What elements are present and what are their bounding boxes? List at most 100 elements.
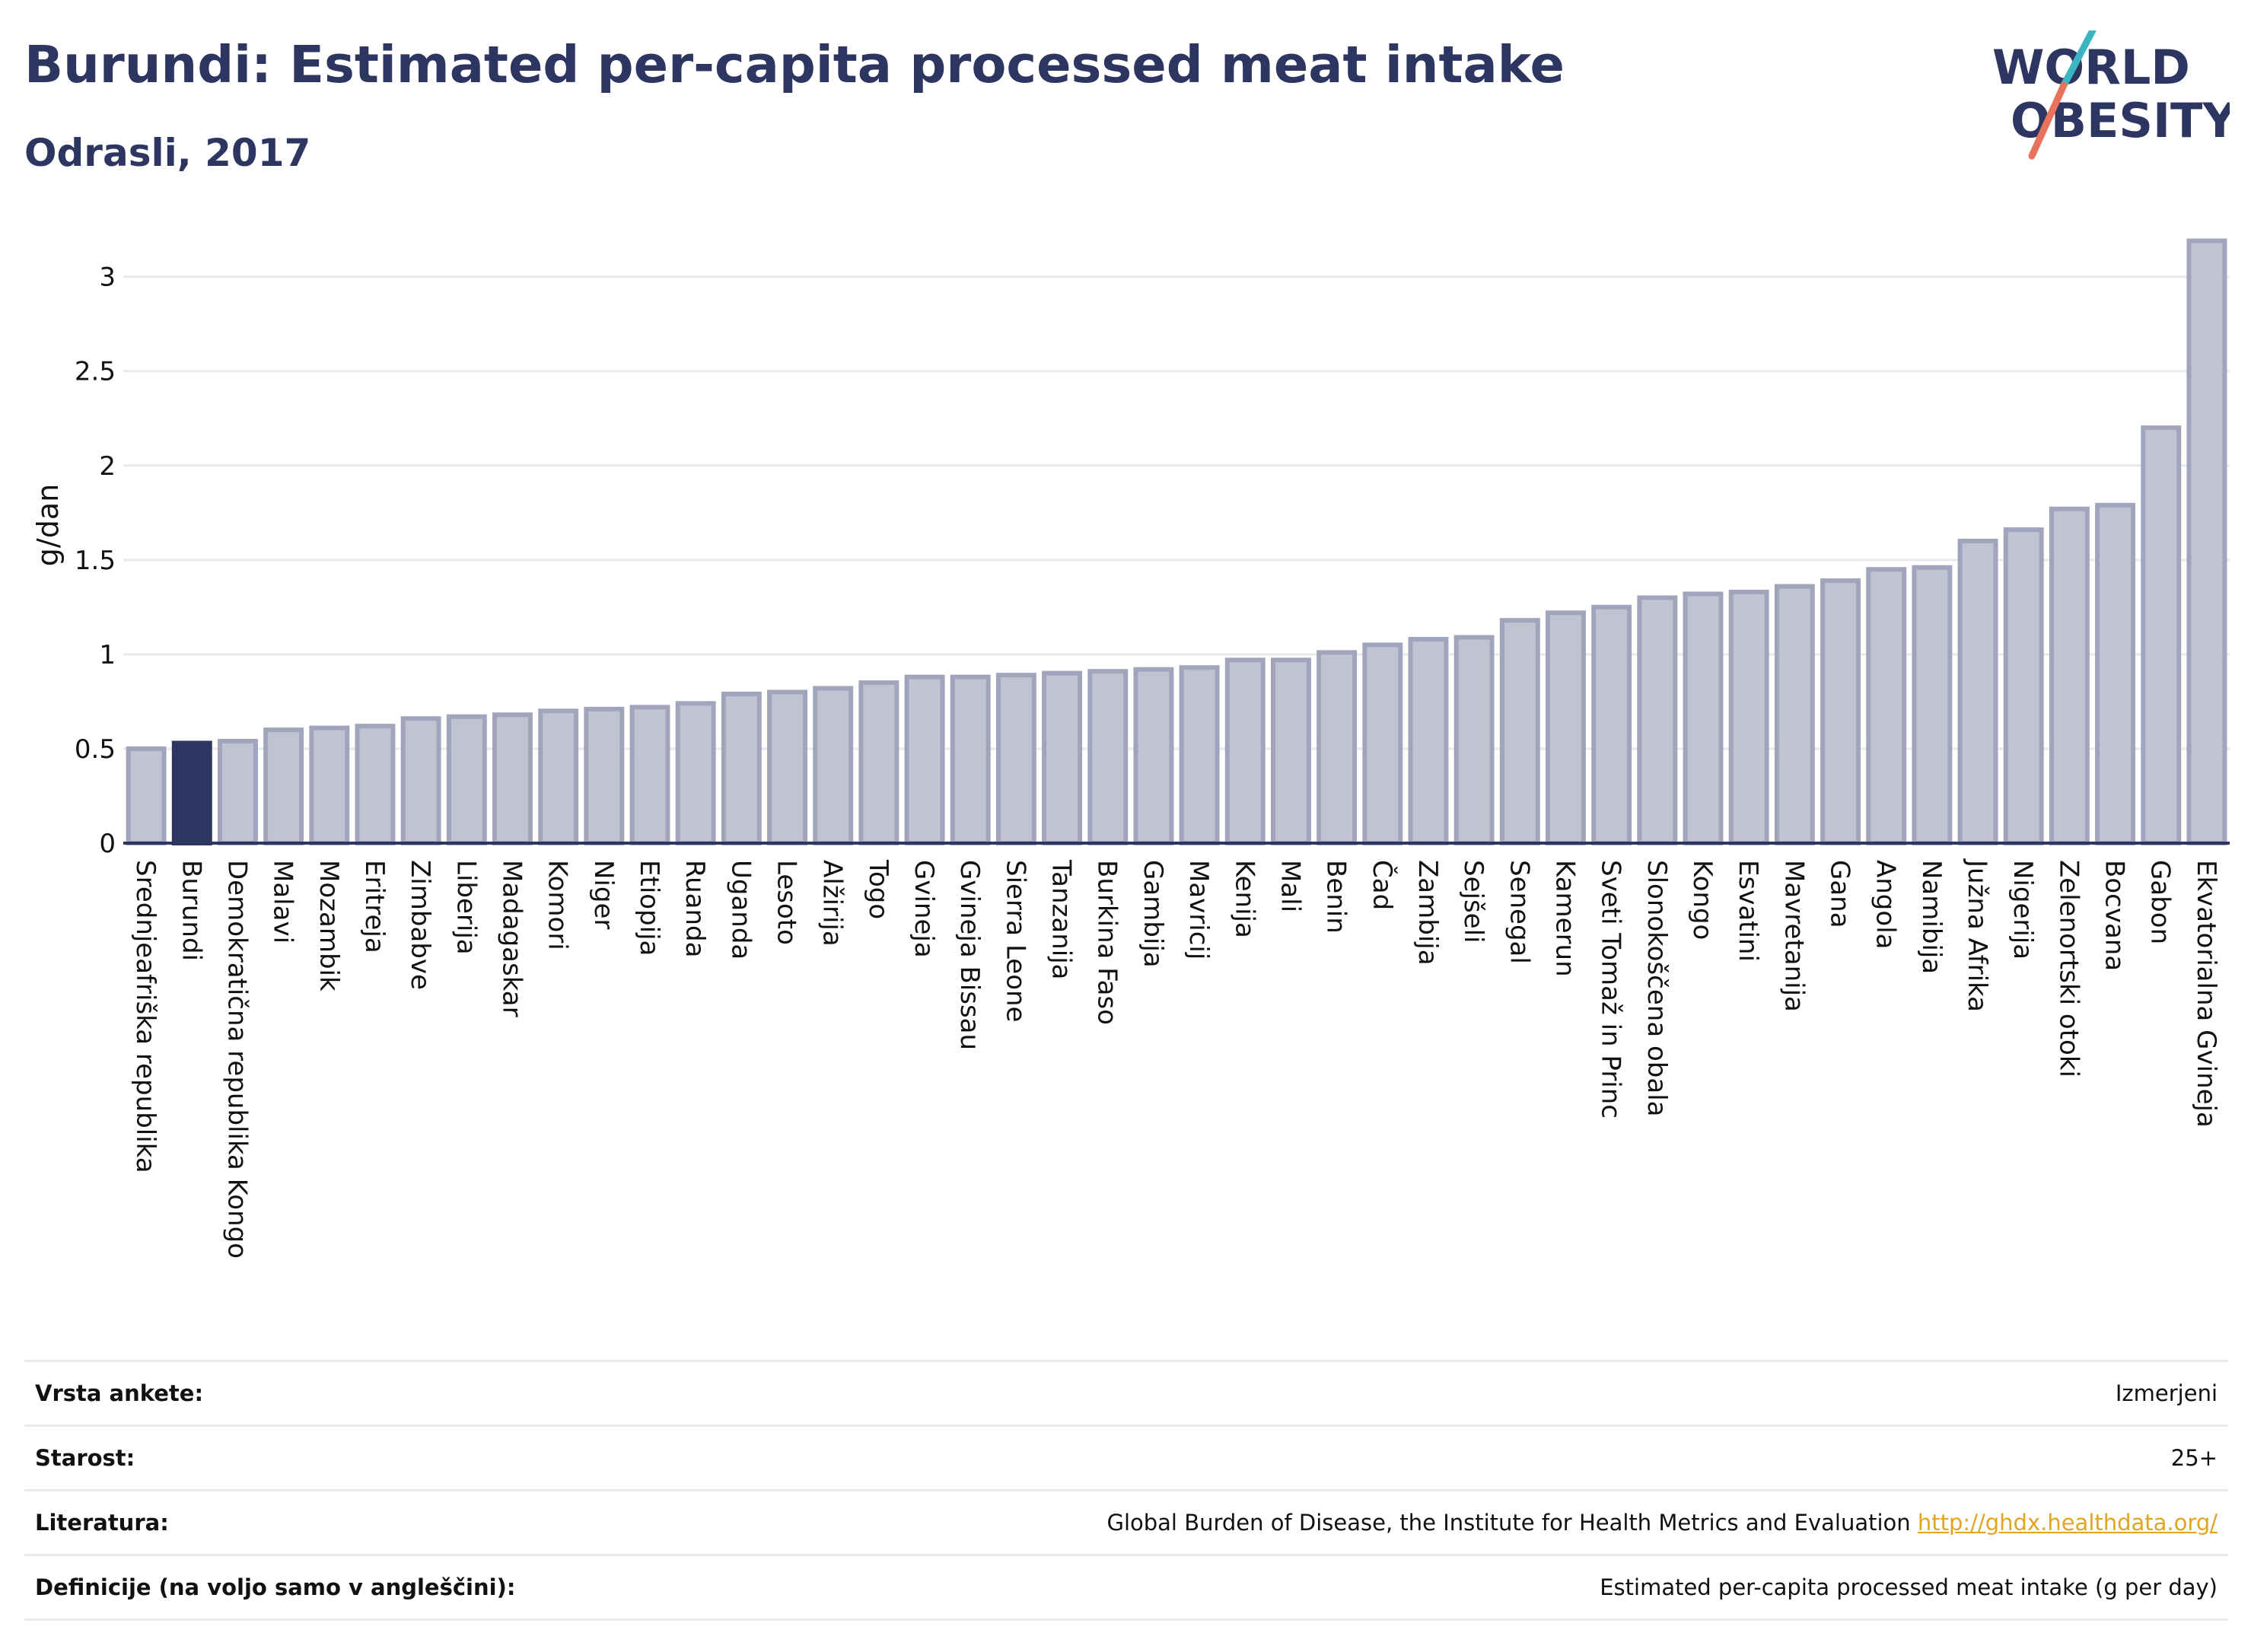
- bar[interactable]: [2049, 506, 2090, 845]
- x-tick-label: Kongo: [1687, 860, 1718, 940]
- x-tick-label: Burundi: [176, 860, 206, 961]
- x-tick-label: Nigerija: [2007, 860, 2038, 960]
- bar[interactable]: [813, 686, 854, 845]
- bar[interactable]: [126, 746, 167, 845]
- y-tick-label: 3: [99, 263, 116, 293]
- meta-value-literature: Global Burden of Disease, the Institute …: [1106, 1510, 2228, 1536]
- x-tick-label: Esvatini: [1733, 860, 1763, 962]
- bar[interactable]: [263, 727, 304, 845]
- bar[interactable]: [355, 724, 396, 845]
- bar[interactable]: [1270, 657, 1311, 845]
- meta-value: Izmerjeni: [2115, 1380, 2218, 1406]
- x-tick-label: Gvineja: [909, 860, 939, 958]
- x-tick-label: Zambija: [1412, 860, 1443, 966]
- bar[interactable]: [1866, 567, 1907, 845]
- bar[interactable]: [1912, 565, 1953, 845]
- x-tick-label: Lesoto: [772, 860, 802, 945]
- y-tick-label: 0.5: [75, 734, 116, 765]
- x-tick-label: Niger: [588, 860, 619, 929]
- literature-source: Global Burden of Disease, the Institute …: [1106, 1510, 1911, 1536]
- x-axis-labels: Srednjeafriška republika Burundi Demokrati…: [130, 858, 2221, 1259]
- bar[interactable]: [2141, 425, 2182, 845]
- x-tick-label: Malavi: [268, 860, 298, 944]
- x-tick-label: Bocvana: [2100, 860, 2130, 971]
- page-subtitle: Odrasli, 2017: [24, 131, 311, 175]
- x-tick-label: Togo: [863, 859, 893, 919]
- bar[interactable]: [2095, 502, 2136, 845]
- x-tick-label: Kamerun: [1549, 860, 1580, 977]
- x-tick-label: Liberija: [451, 860, 481, 955]
- x-tick-label: Zimbabve: [405, 860, 435, 990]
- meta-value: 25+: [2170, 1445, 2218, 1471]
- bar[interactable]: [1683, 591, 1724, 845]
- bar[interactable]: [446, 714, 487, 845]
- bar[interactable]: [1728, 589, 1769, 846]
- x-tick-label: Kenija: [1229, 860, 1259, 938]
- x-tick-label: Gvineja Bissau: [954, 860, 985, 1050]
- bar[interactable]: [1774, 584, 1815, 845]
- y-tick-label: 1.5: [75, 546, 116, 576]
- x-tick-label: Srednjeafriška republika: [130, 860, 161, 1173]
- logo-teal-stroke: [2060, 30, 2097, 89]
- x-tick-label: Burkina Faso: [1092, 860, 1122, 1025]
- bar[interactable]: [904, 674, 945, 846]
- x-tick-label: Gambija: [1138, 860, 1168, 968]
- bar[interactable]: [629, 705, 670, 845]
- bar[interactable]: [950, 674, 991, 846]
- meta-label: Vrsta ankete:: [35, 1380, 204, 1406]
- page-title: Burundi: Estimated per-capita processed …: [24, 35, 1565, 94]
- bar[interactable]: [2186, 238, 2227, 845]
- x-tick-label: Sejšeli: [1458, 860, 1488, 943]
- bar[interactable]: [1408, 637, 1449, 846]
- x-tick-label: Tanzanija: [1046, 859, 1077, 979]
- bar[interactable]: [1637, 595, 1678, 845]
- y-tick-label: 2.5: [75, 357, 116, 387]
- x-tick-label: Čad: [1367, 860, 1398, 910]
- x-tick-label: Mavretanija: [1778, 860, 1809, 1012]
- meta-label: Literatura:: [35, 1510, 169, 1536]
- bar[interactable]: [217, 739, 258, 846]
- x-tick-label: Sierra Leone: [1000, 860, 1030, 1022]
- x-tick-label: Benin: [1321, 860, 1352, 934]
- bar-highlighted[interactable]: [171, 740, 212, 846]
- bar[interactable]: [1820, 578, 1861, 845]
- bar-chart: 0 0.5 1 1.5 2 2.5 3 Srednjeafriška republika Bu…: [31, 238, 2230, 1259]
- bar[interactable]: [584, 706, 625, 845]
- bar[interactable]: [538, 708, 579, 845]
- x-tick-label: Etiopija: [634, 860, 664, 956]
- bar[interactable]: [1453, 635, 1495, 845]
- bar[interactable]: [400, 716, 441, 845]
- bar[interactable]: [2003, 527, 2044, 845]
- y-tick-label: 2: [99, 451, 116, 482]
- meta-row-definitions: Definicije (na voljo samo v angleščini):…: [24, 1554, 2228, 1621]
- bar[interactable]: [1499, 618, 1540, 846]
- bar[interactable]: [858, 680, 899, 845]
- bar[interactable]: [995, 673, 1036, 846]
- meta-row-age: Starost: 25+: [24, 1424, 2228, 1489]
- bars: [126, 238, 2227, 846]
- bar[interactable]: [1317, 650, 1358, 845]
- bar[interactable]: [1224, 657, 1266, 845]
- bar[interactable]: [1087, 669, 1129, 845]
- bar[interactable]: [675, 701, 716, 846]
- bar[interactable]: [1546, 610, 1586, 845]
- logo-line1: WORLD: [1992, 40, 2190, 95]
- x-tick-label: Demokratična republika Kongo: [221, 860, 252, 1259]
- world-obesity-logo[interactable]: WORLD OBESITY: [1979, 30, 2230, 167]
- meta-row-literature: Literatura: Global Burden of Disease, th…: [24, 1489, 2228, 1554]
- bar[interactable]: [1042, 670, 1083, 845]
- bar[interactable]: [309, 725, 350, 845]
- x-tick-label: Senegal: [1504, 860, 1534, 964]
- meta-row-survey-type: Vrsta ankete: Izmerjeni: [24, 1360, 2228, 1424]
- bar[interactable]: [1957, 539, 1998, 845]
- bar[interactable]: [492, 712, 533, 846]
- bar[interactable]: [721, 691, 762, 846]
- y-tick-label: 0: [99, 829, 116, 859]
- bar[interactable]: [1133, 667, 1174, 845]
- bar[interactable]: [767, 689, 807, 845]
- x-tick-label: Komori: [543, 860, 573, 950]
- literature-link[interactable]: http://ghdx.healthdata.org/: [1917, 1510, 2218, 1536]
- bar[interactable]: [1591, 604, 1632, 845]
- bar[interactable]: [1179, 665, 1220, 846]
- bar[interactable]: [1362, 642, 1403, 845]
